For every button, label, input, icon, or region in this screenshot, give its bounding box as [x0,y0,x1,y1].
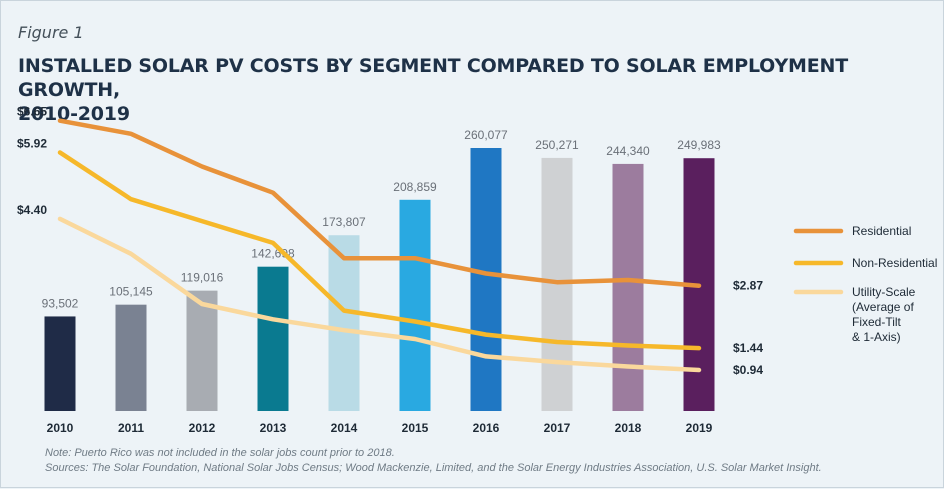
x-tick-label-2014: 2014 [331,421,358,435]
end-price-label-1: $1.44 [733,341,763,355]
x-tick-label-2017: 2017 [544,421,571,435]
start-price-label-0: $6.65 [17,105,47,119]
x-tick-label-2010: 2010 [47,421,74,435]
x-tick-label-2015: 2015 [402,421,429,435]
bar-2016 [470,148,502,411]
x-tick-label-2013: 2013 [260,421,287,435]
line-residential [57,118,702,288]
figure-label: Figure 1 [18,23,84,42]
line-utility-scale [57,216,702,373]
bar-2014 [328,235,360,411]
bar-value-label-2015: 208,859 [393,180,437,194]
x-tick-label-2011: 2011 [118,421,144,435]
line-non-residential [57,150,702,351]
chart-title-line2: 2010-2019 [18,103,130,125]
bar-value-label-2014: 173,807 [322,215,366,229]
bar-2015 [399,199,431,411]
x-tick-label-2018: 2018 [615,421,642,435]
bar-value-label-2017: 250,271 [535,138,579,152]
bar-value-label-2018: 244,340 [606,144,650,158]
bar-value-label-2010: 93,502 [42,296,79,310]
sources-text: Sources: The Solar Foundation, National … [45,462,822,474]
bar-2013 [257,266,289,411]
legend-label-1-0: Non-Residential [852,256,937,270]
x-tick-label-2012: 2012 [189,421,216,435]
bar-value-label-2011: 105,145 [109,285,153,299]
bar-2017 [541,157,573,411]
legend-label-2-1: (Average of [852,300,914,314]
x-tick-label-2016: 2016 [473,421,500,435]
chart-title-line1: INSTALLED SOLAR PV COSTS BY SEGMENT COMP… [18,55,848,101]
legend-label-2-2: Fixed-Tilt [852,315,902,329]
bar-2010 [44,316,76,411]
bar-value-label-2012: 119,016 [181,271,224,285]
legend-label-0-0: Residential [852,224,911,238]
legend-label-2-0: Utility-Scale [852,285,916,299]
legend-label-2-3: & 1-Axis) [852,330,901,344]
bar-2012 [186,290,218,411]
bar-value-label-2016: 260,077 [464,128,508,142]
chart-title: INSTALLED SOLAR PV COSTS BY SEGMENT COMP… [18,54,898,126]
end-price-label-0: $2.87 [733,279,763,293]
x-tick-label-2019: 2019 [686,421,713,435]
start-price-label-1: $5.92 [17,137,47,151]
start-price-label-2: $4.40 [17,203,47,217]
end-price-label-2: $0.94 [733,363,763,377]
bar-2011 [115,304,147,411]
note-text: Note: Puerto Rico was not included in th… [45,447,395,459]
bar-value-label-2013: 142,698 [251,247,295,261]
bar-2018 [612,163,644,411]
bar-value-label-2019: 249,983 [677,138,721,152]
